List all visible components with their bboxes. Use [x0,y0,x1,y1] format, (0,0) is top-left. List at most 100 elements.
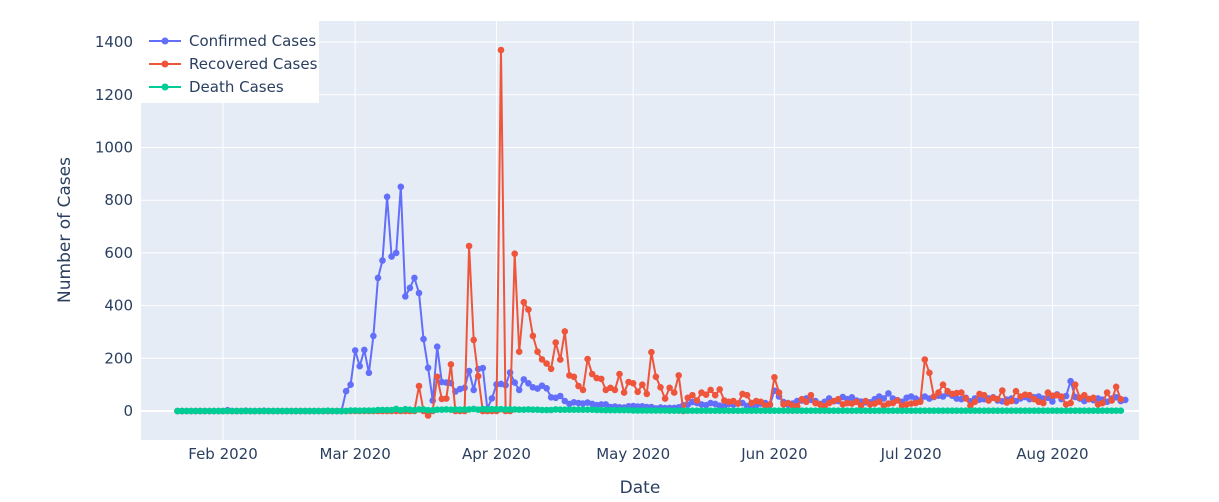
data-point[interactable] [689,407,696,415]
data-point[interactable] [848,407,856,415]
data-point[interactable] [1112,407,1120,415]
data-point[interactable] [474,372,482,380]
data-point[interactable] [515,406,523,414]
data-point[interactable] [1103,407,1111,415]
data-point[interactable] [711,391,719,399]
data-point[interactable] [812,407,819,415]
data-point[interactable] [552,339,559,346]
data-point[interactable] [875,398,883,406]
data-point[interactable] [570,406,578,414]
data-point[interactable] [784,407,792,415]
data-point[interactable] [415,289,423,297]
data-point[interactable] [1017,407,1024,415]
data-point[interactable] [1003,407,1011,415]
data-point[interactable] [584,406,591,414]
data-point[interactable] [201,407,209,415]
data-point[interactable] [1026,407,1033,415]
data-point[interactable] [433,343,441,351]
data-point[interactable] [939,407,947,415]
data-point[interactable] [675,407,682,415]
data-point[interactable] [1081,391,1088,399]
data-point[interactable] [593,406,600,414]
data-point[interactable] [721,407,728,415]
data-point[interactable] [575,382,582,390]
data-point[interactable] [1117,407,1125,415]
data-point[interactable] [251,407,259,415]
data-point[interactable] [479,364,487,372]
data-point[interactable] [1049,398,1056,405]
data-point[interactable] [506,369,514,376]
data-point[interactable] [1117,395,1125,403]
data-point[interactable] [342,387,350,395]
data-point[interactable] [274,407,282,415]
data-point[interactable] [853,398,860,406]
data-point[interactable] [807,391,815,399]
data-point[interactable] [420,335,427,343]
legend-item-confirmed-cases[interactable]: Confirmed Cases [149,32,316,50]
data-point[interactable] [529,332,537,340]
data-point[interactable] [930,407,938,415]
data-point[interactable] [1058,393,1065,400]
data-point[interactable] [488,395,496,402]
data-point[interactable] [743,391,751,399]
data-point[interactable] [415,382,423,390]
data-point[interactable] [971,407,979,415]
data-point[interactable] [629,380,637,387]
legend-item-recovered-cases[interactable]: Recovered Cases [149,55,318,73]
data-point[interactable] [525,380,532,387]
data-point[interactable] [643,390,651,398]
data-point[interactable] [561,328,569,335]
data-point[interactable] [775,389,783,396]
data-point[interactable] [515,348,523,356]
data-point[interactable] [611,406,619,414]
data-point[interactable] [730,407,737,415]
data-point[interactable] [1012,387,1020,395]
data-point[interactable] [757,398,765,406]
data-point[interactable] [670,389,678,396]
data-point[interactable] [907,407,915,415]
data-point[interactable] [1112,383,1120,391]
data-point[interactable] [525,306,532,313]
data-point[interactable] [803,407,810,415]
data-point[interactable] [392,249,400,257]
data-point[interactable] [219,407,227,415]
data-point[interactable] [388,253,395,260]
data-point[interactable] [265,407,272,415]
data-point[interactable] [857,407,865,415]
data-point[interactable] [675,372,682,379]
data-point[interactable] [894,397,901,404]
data-point[interactable] [283,407,291,415]
data-point[interactable] [661,395,669,402]
data-point[interactable] [643,407,651,414]
data-point[interactable] [538,356,546,363]
data-point[interactable] [944,407,951,415]
data-point[interactable] [543,360,550,367]
data-point[interactable] [365,369,373,377]
data-point[interactable] [351,347,359,354]
data-point[interactable] [771,407,778,415]
data-point[interactable] [766,401,774,408]
data-point[interactable] [520,376,528,383]
data-point[interactable] [689,391,696,399]
data-point[interactable] [347,381,354,389]
data-point[interactable] [875,407,883,415]
data-point[interactable] [752,407,760,415]
data-point[interactable] [616,370,623,378]
data-point[interactable] [557,392,564,400]
data-point[interactable] [570,373,578,381]
data-point[interactable] [465,242,473,250]
data-point[interactable] [857,402,865,410]
data-point[interactable] [488,405,496,413]
data-point[interactable] [748,407,755,415]
data-point[interactable] [734,400,742,407]
data-point[interactable] [762,407,769,415]
data-point[interactable] [793,407,801,415]
data-point[interactable] [866,407,874,415]
data-point[interactable] [465,367,473,375]
data-point[interactable] [971,398,979,406]
data-point[interactable] [985,407,992,415]
data-point[interactable] [1067,399,1074,407]
data-point[interactable] [1008,407,1015,415]
data-point[interactable] [196,407,204,415]
data-point[interactable] [652,373,660,381]
